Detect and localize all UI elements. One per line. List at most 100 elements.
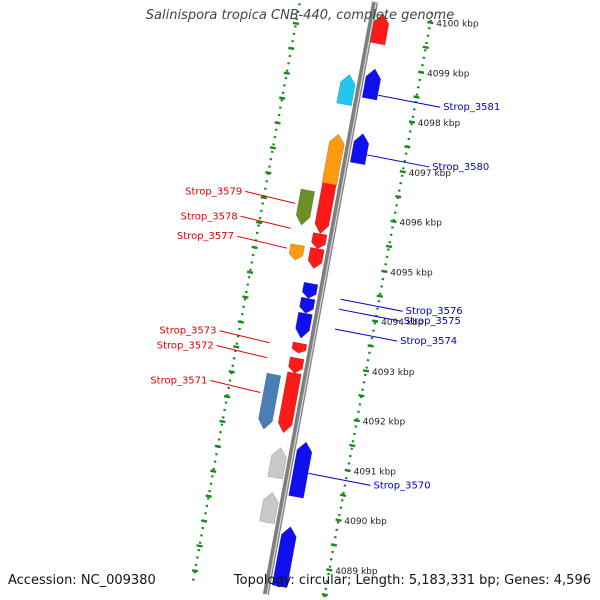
forward-gene-feature xyxy=(301,281,319,299)
gene-label: Strop_3572 xyxy=(157,341,214,352)
tick-mark xyxy=(251,245,258,250)
tick-mark xyxy=(260,195,267,200)
tick-mark xyxy=(292,21,300,26)
scale-tick-label: 4094 kbp xyxy=(381,318,424,328)
tick-mark xyxy=(408,120,416,124)
reverse-gene-feature xyxy=(271,526,297,589)
tick-mark xyxy=(321,593,328,597)
tick-mark xyxy=(417,70,425,74)
forward-gene-feature xyxy=(288,243,305,261)
tick-mark xyxy=(358,393,365,398)
scale-tick-label: 4093 kbp xyxy=(372,368,415,378)
reverse-gene-feature xyxy=(288,441,313,499)
tick-mark xyxy=(200,519,208,523)
tick-mark xyxy=(228,370,235,374)
tick-mark xyxy=(205,494,212,498)
tick-mark xyxy=(344,468,351,473)
tick-mark xyxy=(413,95,420,99)
tick-mark xyxy=(269,146,277,150)
reverse-gene-feature xyxy=(259,492,279,525)
gene-label: Strop_3575 xyxy=(404,316,461,327)
tick-mark xyxy=(422,45,429,50)
gene-label-leader xyxy=(210,380,261,393)
tick-mark xyxy=(385,244,393,249)
tick-mark xyxy=(349,443,356,448)
reverse-gene-feature xyxy=(369,13,390,46)
scale-tick-label: 4095 kbp xyxy=(390,268,433,278)
gene-label: Strop_3577 xyxy=(177,231,234,242)
tick-mark xyxy=(372,319,379,323)
gene-label-leader xyxy=(367,154,430,168)
gene-label-leader xyxy=(338,308,401,322)
gene-label-leader xyxy=(308,472,371,486)
tick-mark xyxy=(326,568,333,572)
tick-mark xyxy=(395,194,402,199)
forward-gene-feature xyxy=(277,371,302,434)
gene-label-leader xyxy=(340,298,403,312)
forward-gene-feature xyxy=(258,372,282,430)
tick-mark xyxy=(427,20,434,25)
tick-mark xyxy=(256,220,263,225)
tick-mark xyxy=(335,518,342,522)
forward-gene-feature xyxy=(295,188,316,226)
tick-mark xyxy=(210,469,217,474)
tick-mark xyxy=(274,121,281,125)
forward-gene-feature xyxy=(314,182,337,235)
tick-mark xyxy=(233,345,240,349)
reverse-gene-feature xyxy=(349,133,370,166)
forward-tick-dots xyxy=(191,0,302,581)
reverse-gene-feature xyxy=(267,447,287,480)
forward-gene-feature xyxy=(299,296,316,314)
gene-label: Strop_3580 xyxy=(432,162,489,173)
tick-dot-tracks xyxy=(191,0,434,600)
forward-gene-feature xyxy=(291,341,308,354)
gene-label-leader xyxy=(335,328,398,342)
reverse-gene-feature xyxy=(361,68,382,101)
reverse-gene-feature xyxy=(336,74,356,107)
gene-label: Strop_3576 xyxy=(406,306,463,317)
tick-mark xyxy=(381,269,388,274)
tick-mark xyxy=(404,145,411,149)
tick-mark xyxy=(390,219,397,224)
tick-mark xyxy=(223,394,231,399)
scale-tick-label: 4091 kbp xyxy=(354,467,397,477)
tick-mark xyxy=(353,418,361,423)
tick-mark xyxy=(278,96,286,100)
tick-mark xyxy=(219,419,226,424)
tick-mark xyxy=(242,295,249,299)
map-title: Salinispora tropica CNB-440, complete ge… xyxy=(145,8,455,23)
tick-mark xyxy=(214,444,222,449)
tick-mark xyxy=(376,294,383,298)
genome-backbone xyxy=(262,1,379,595)
tick-mark xyxy=(283,71,290,75)
scale-tick-label: 4100 kbp xyxy=(436,20,479,30)
gene-features xyxy=(258,13,390,589)
gene-label-leader xyxy=(245,190,296,204)
gene-label-leader xyxy=(240,215,291,229)
tick-mark xyxy=(265,170,272,175)
scale-tick-label: 4096 kbp xyxy=(400,219,443,229)
scale-tick-labels: 4089 kbp 4090 kbp 4091 kbp 4092 kbp 4093 kbp… xyxy=(335,20,479,577)
genome-summary-text: Topology: circular; Length: 5,183,331 bp… xyxy=(233,573,591,588)
gene-label-leader xyxy=(378,94,441,108)
accession-text: Accession: NC_009380 xyxy=(8,573,156,588)
tick-mark xyxy=(246,270,254,274)
gene-label: Strop_3571 xyxy=(150,376,207,387)
gene-labels: Strop_3581 Strop_3580 Strop_3579 Strop_3578… xyxy=(150,94,500,491)
forward-gene-feature xyxy=(288,356,305,374)
gene-label: Strop_3581 xyxy=(443,102,500,113)
gene-label-leader xyxy=(216,345,267,359)
tick-mark xyxy=(237,320,244,324)
tick-mark xyxy=(288,46,295,51)
gene-label-leader xyxy=(219,330,270,344)
scale-tick-label: 4090 kbp xyxy=(344,517,387,527)
tick-mark xyxy=(196,544,203,548)
reverse-tick-dots xyxy=(322,12,434,600)
gene-label-leader xyxy=(236,235,288,249)
gene-label: Strop_3574 xyxy=(400,336,457,347)
scale-tick-label: 4099 kbp xyxy=(427,69,470,79)
forward-gene-feature xyxy=(311,232,328,250)
scale-tick-label: 4089 kbp xyxy=(335,567,378,577)
scale-tick-label: 4098 kbp xyxy=(418,119,461,129)
